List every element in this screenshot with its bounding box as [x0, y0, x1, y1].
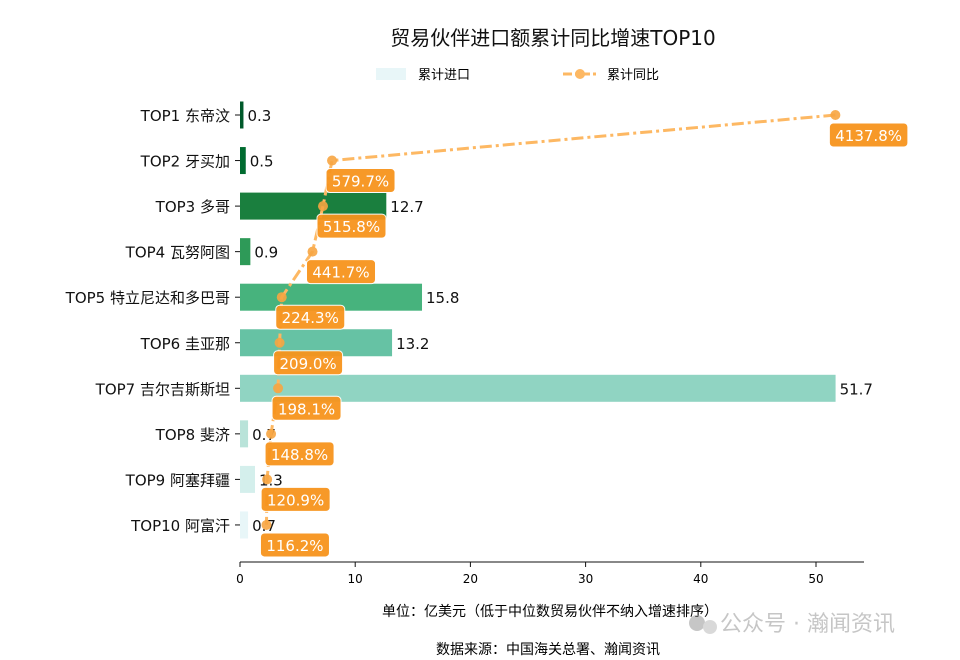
growth-point [266, 428, 277, 439]
growth-point [327, 155, 338, 166]
category-label: TOP5 特立尼达和多巴哥 [65, 289, 230, 307]
growth-label-box [316, 213, 387, 239]
source-note: 数据来源：中国海关总署、瀚闻资讯 [436, 642, 660, 658]
growth-label-box [325, 168, 396, 194]
growth-point [273, 383, 284, 394]
bar-value-label: 0.5 [250, 153, 274, 171]
growth-label-box [259, 532, 330, 558]
bar-value-label: 15.8 [426, 289, 459, 307]
growth-point [262, 474, 273, 485]
bar [240, 465, 255, 493]
growth-point [307, 246, 318, 257]
category-label: TOP9 阿塞拜疆 [125, 471, 230, 489]
bar-value-label: 13.2 [396, 335, 429, 353]
bar-value-label: 51.7 [840, 380, 873, 398]
x-axis-label: 单位：亿美元（低于中位数贸易伙伴不纳入增速排序） [382, 604, 718, 620]
growth-label-box [306, 259, 377, 285]
growth-label: 579.7% [332, 173, 389, 191]
bar-value-label: 0.9 [254, 244, 278, 262]
category-label: TOP6 圭亚那 [140, 335, 230, 353]
growth-point [830, 110, 841, 120]
category-label: TOP2 牙买加 [140, 153, 230, 171]
legend-line-label: 累计同比 [607, 68, 659, 83]
growth-point [261, 519, 272, 530]
x-tick-label: 0 [236, 572, 244, 586]
x-tick-label: 10 [348, 572, 363, 586]
growth-label: 224.3% [282, 309, 339, 327]
bar [240, 147, 246, 175]
bar-value-label: 12.7 [390, 198, 423, 216]
growth-label: 515.8% [323, 218, 380, 236]
category-label: TOP7 吉尔吉斯斯坦 [95, 380, 230, 398]
growth-label: 148.8% [271, 446, 328, 464]
category-label: TOP10 阿富汗 [130, 517, 230, 535]
growth-label: 441.7% [312, 264, 369, 282]
growth-point [274, 337, 285, 348]
category-label: TOP3 多哥 [155, 198, 230, 216]
legend-bar-swatch [376, 68, 406, 80]
bar [240, 511, 249, 539]
watermark: 公众号 · 瀚闻资讯 [689, 612, 895, 637]
x-tick-label: 50 [808, 572, 823, 586]
growth-label: 209.0% [279, 355, 336, 373]
growth-label: 120.9% [267, 491, 324, 509]
category-label: TOP4 瓦努阿图 [125, 244, 230, 262]
growth-label-box [264, 441, 335, 467]
growth-label: 198.1% [278, 400, 335, 418]
legend: 累计进口 累计同比 [376, 68, 659, 83]
growth-label-box [275, 304, 346, 330]
x-tick-label: 20 [463, 572, 478, 586]
bar [240, 420, 249, 448]
growth-label-box [260, 486, 331, 512]
bar [240, 238, 251, 266]
growth-label-box [273, 350, 344, 376]
category-label: TOP8 斐济 [155, 426, 230, 444]
svg-text:公众号 · 瀚闻资讯: 公众号 · 瀚闻资讯 [720, 612, 895, 637]
x-tick-label: 40 [693, 572, 708, 586]
x-tick-label: 30 [578, 572, 593, 586]
growth-label-box [828, 122, 909, 148]
category-label: TOP1 东帝汶 [140, 107, 230, 125]
growth-label-box [271, 395, 342, 421]
growth-label: 116.2% [266, 537, 323, 555]
legend-line-marker [575, 69, 585, 79]
legend-bar-label: 累计进口 [418, 68, 470, 83]
growth-point [276, 292, 287, 303]
growth-point [317, 201, 328, 212]
chart-title: 贸易伙伴进口额累计同比增速TOP10 [390, 26, 715, 50]
bar-value-label: 0.3 [247, 107, 271, 125]
bar [240, 101, 244, 129]
growth-label: 4137.8% [835, 127, 902, 145]
